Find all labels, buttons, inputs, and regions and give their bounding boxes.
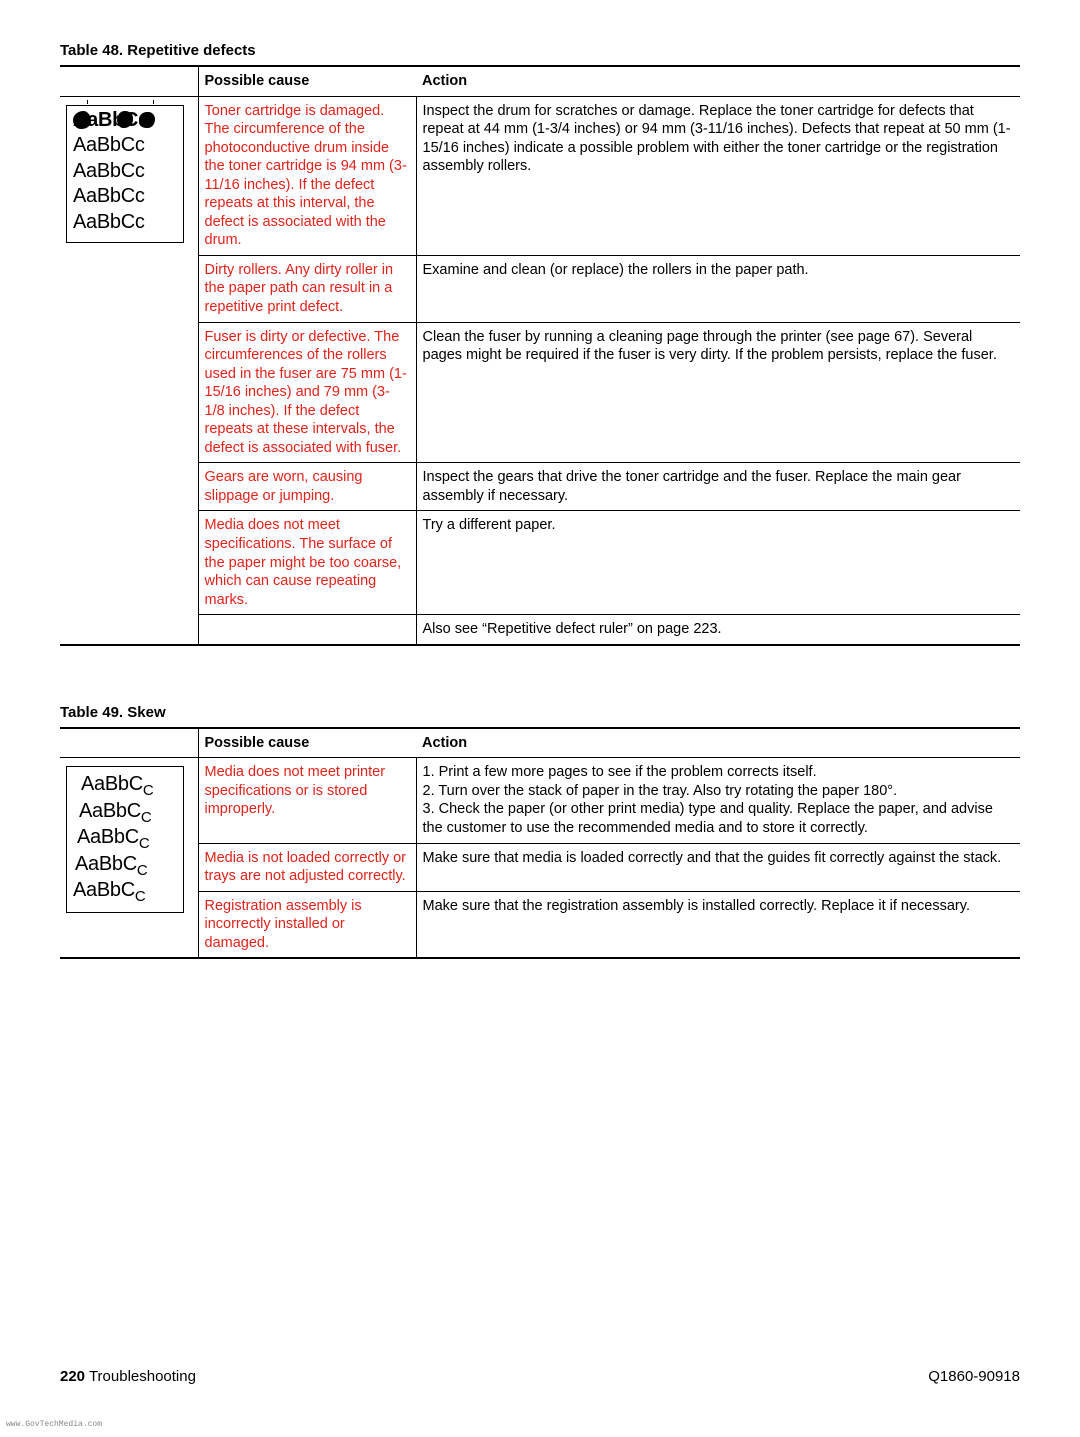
action-cell: Make sure that the registration assembly…	[416, 891, 1020, 958]
skew-text: AaBbC	[79, 800, 141, 822]
footer-section: Troubleshooting	[89, 1368, 196, 1385]
th-blank	[60, 728, 198, 758]
action-cell: Make sure that media is loaded correctly…	[416, 843, 1020, 891]
cause-cell: Toner cartridge is damaged. The circumfe…	[198, 96, 416, 255]
skew-text: AaBbC	[77, 826, 139, 848]
th-cause: Possible cause	[198, 66, 416, 96]
repetitive-defect-sample: AaBbCc AaBbCc AaBbCc AaBbCc AaBbCc	[66, 105, 184, 243]
skew-text: AaBbC	[81, 773, 143, 795]
table-row: Media is not loaded correctly or trays a…	[60, 843, 1020, 891]
action-cell: Inspect the drum for scratches or damage…	[416, 96, 1020, 255]
cause-cell: Registration assembly is incorrectly ins…	[198, 891, 416, 958]
cause-cell: Fuser is dirty or defective. The circumf…	[198, 322, 416, 463]
sample-line: AaBbCc	[73, 159, 177, 185]
table-row: Also see “Repetitive defect ruler” on pa…	[60, 615, 1020, 645]
sample-line: AaBbCc	[73, 184, 177, 210]
cause-cell: Media does not meet specifications. The …	[198, 511, 416, 615]
cause-cell: Gears are worn, causing slippage or jump…	[198, 463, 416, 511]
table-row: Gears are worn, causing slippage or jump…	[60, 463, 1020, 511]
sample-line: AaBbCc	[73, 210, 177, 236]
table-49-title: Table 49. Skew	[60, 704, 1020, 721]
footer-left: 220 Troubleshooting	[60, 1368, 196, 1385]
cause-cell: Dirty rollers. Any dirty roller in the p…	[198, 255, 416, 322]
attribution: www.GovTechMedia.com	[6, 1420, 102, 1429]
table-48-title: Table 48. Repetitive defects	[60, 42, 1020, 59]
page-number: 220	[60, 1368, 85, 1385]
action-cell: Try a different paper.	[416, 511, 1020, 615]
table-row: AaBbCC AaBbCC AaBbCC AaBbCC AaBbCC Media…	[60, 758, 1020, 843]
th-cause: Possible cause	[198, 728, 416, 758]
cause-cell	[198, 615, 416, 645]
skew-sample: AaBbCC AaBbCC AaBbCC AaBbCC AaBbCC	[66, 766, 184, 913]
th-action: Action	[416, 66, 1020, 96]
th-action: Action	[416, 728, 1020, 758]
table-row: AaBbCc AaBbCc AaBbCc AaBbCc AaBbCc Toner…	[60, 96, 1020, 255]
page-footer: 220 Troubleshooting Q1860-90918	[60, 1368, 1020, 1385]
table-49: Possible cause Action AaBbCC AaBbCC AaBb…	[60, 727, 1020, 959]
action-cell: Inspect the gears that drive the toner c…	[416, 463, 1020, 511]
action-cell: 1. Print a few more pages to see if the …	[416, 758, 1020, 843]
table-row: Fuser is dirty or defective. The circumf…	[60, 322, 1020, 463]
table-row: Media does not meet specifications. The …	[60, 511, 1020, 615]
th-blank	[60, 66, 198, 96]
footer-doc-id: Q1860-90918	[928, 1368, 1020, 1385]
sample-line: AaBbCc	[73, 133, 177, 159]
action-cell: Also see “Repetitive defect ruler” on pa…	[416, 615, 1020, 645]
table-48: Possible cause Action AaBbCc AaBbCc AaBb…	[60, 65, 1020, 646]
skew-text: AaBbC	[73, 879, 135, 901]
table-49-block: Table 49. Skew Possible cause Action AaB…	[60, 704, 1020, 959]
table-row: Dirty rollers. Any dirty roller in the p…	[60, 255, 1020, 322]
table-48-block: Table 48. Repetitive defects Possible ca…	[60, 42, 1020, 646]
cause-cell: Media does not meet printer specificatio…	[198, 758, 416, 843]
table-row: Registration assembly is incorrectly ins…	[60, 891, 1020, 958]
cause-cell: Media is not loaded correctly or trays a…	[198, 843, 416, 891]
action-cell: Examine and clean (or replace) the rolle…	[416, 255, 1020, 322]
skew-text: AaBbC	[75, 853, 137, 875]
action-cell: Clean the fuser by running a cleaning pa…	[416, 322, 1020, 463]
